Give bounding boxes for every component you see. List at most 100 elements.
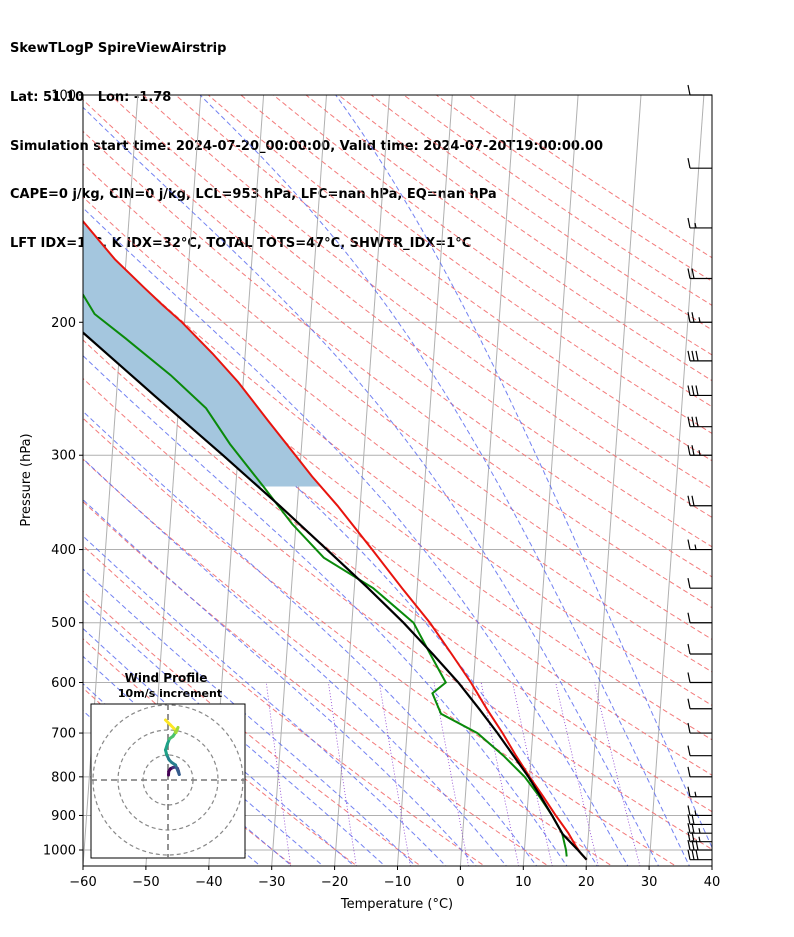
y-tick-label: 1000 [43,844,76,859]
wind-barb-flag [695,385,699,396]
moist-adiabat [83,568,417,866]
wind-barb-flag [691,350,695,362]
x-tick-label: −60 [69,875,96,890]
mixing-ratio-line [512,682,553,866]
dry-adiabat [83,230,712,706]
y-tick-label: 400 [51,543,76,558]
dry-adiabat [337,95,712,356]
dry-adiabat [174,95,712,490]
x-axis-label-degree-sign: ° [432,897,439,912]
wind-barb-flag [687,805,691,816]
moist-adiabat [83,106,660,866]
parcel-path [83,331,588,861]
isotherm-line [459,95,516,866]
x-tick-label: 30 [641,875,658,890]
mixing-ratio-line [594,682,641,866]
moist-adiabat [83,598,386,866]
wind-barb-flag [687,786,691,797]
y-tick-label: 500 [51,616,76,631]
moist-adiabat [83,207,629,866]
wind-barb-flag [691,814,695,825]
wind-barb-flag [687,643,691,655]
wind-barb-flag [695,849,699,860]
mixing-ratio-line [328,682,357,866]
wind-barb-flag [687,831,691,842]
dry-adiabat [83,544,486,866]
wind-barb-flag [687,722,691,734]
wind-barb-flag [691,849,695,860]
dry-adiabat [305,95,712,382]
isotherm-line [648,95,705,866]
y-tick-label: 600 [51,676,76,691]
dry-adiabat [240,95,712,435]
cape-shading [83,221,321,487]
station-coordinates: Lat: 51.10 Lon: -1.78 [10,90,172,105]
moist-adiabat [83,535,447,866]
y-tick-label: 100 [51,89,76,104]
moist-adiabat [83,457,507,866]
profiles [83,219,588,861]
wind-barb-flag [695,416,699,427]
wind-barb-flag [687,839,691,851]
wind-barb-flag [691,445,695,456]
dry-adiabat [83,638,358,866]
moist-adiabat [83,410,538,866]
y-tick-label: 200 [51,316,76,331]
wind-barb-flag [691,312,695,323]
wind-barb-flag [687,416,691,427]
wind-barb-flag [691,385,695,396]
dry-adiabat [83,458,614,866]
wind-barb-half-flag [694,791,697,797]
dry-adiabat [83,501,550,866]
wind-barb-half-flag [698,836,701,842]
mixing-ratio-line [265,682,292,866]
x-tick-label: −40 [195,875,222,890]
cape-area [83,221,321,487]
wind-barb-half-flag [694,544,697,550]
moist-adiabat [83,499,477,866]
isotherm-line [0,95,12,866]
x-tick-label: 0 [456,875,464,890]
temperature-profile [83,219,588,861]
isotherm-line [711,858,712,866]
y-axis-ticks: 100 200 300 400 500 600 700 800 900 1000 [43,89,83,859]
wind-barb-flag [687,84,691,96]
wind-barb-flag [687,849,691,860]
x-tick-label: 40 [704,875,721,890]
wind-barb-flag [687,312,691,323]
wind-barb-flag [691,495,695,506]
hodograph-subtitle: 10m/s increment [118,687,222,700]
x-tick-label: −30 [258,875,285,890]
moist-adiabat [83,355,568,866]
y-tick-label: 300 [51,449,76,464]
y-tick-label: 900 [51,809,76,824]
y-axis-label: Pressure (hPa) [19,433,34,526]
moist-adiabat [199,95,690,866]
wind-barb-half-flag [698,450,701,456]
wind-barb-flag [695,350,699,362]
x-tick-label: −10 [384,875,411,890]
wind-barb-flag [687,495,691,506]
dry-adiabat [83,99,712,578]
hodograph-trace [174,763,181,776]
dry-adiabat [142,95,712,518]
wind-barbs [687,84,712,861]
mixing-ratio-line [433,682,469,866]
x-axis-ticks: −60 −50 −40 −30 −20 −10 0 10 20 30 40 [69,866,720,890]
wind-barb-flag [687,539,691,550]
wind-barb-flag [687,698,691,709]
x-axis-label: Temperature (°C) [340,897,453,912]
dry-adiabat [83,417,677,866]
dry-adiabat [83,339,712,813]
dry-adiabat [272,95,712,408]
station-title: SkewTLogP SpireViewAirstrip [10,41,227,57]
wind-barb-flag [687,445,691,456]
wind-barb-half-flag [694,810,697,816]
x-tick-label: −50 [132,875,159,890]
dewpoint-profile [83,292,568,857]
wind-barb-flag [687,612,691,623]
wind-barb-half-flag [698,317,701,323]
moist-adiabat [83,627,355,866]
y-tick-label: 700 [51,727,76,742]
wind-barb-flag [687,766,691,777]
